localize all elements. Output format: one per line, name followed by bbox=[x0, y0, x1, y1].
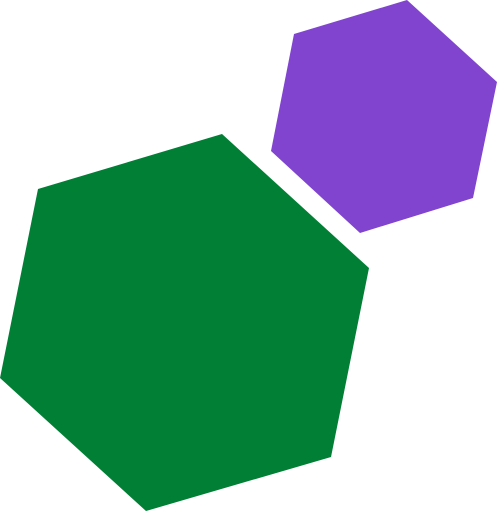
purple-hexagon bbox=[271, 0, 497, 233]
green-hexagon bbox=[0, 134, 369, 511]
